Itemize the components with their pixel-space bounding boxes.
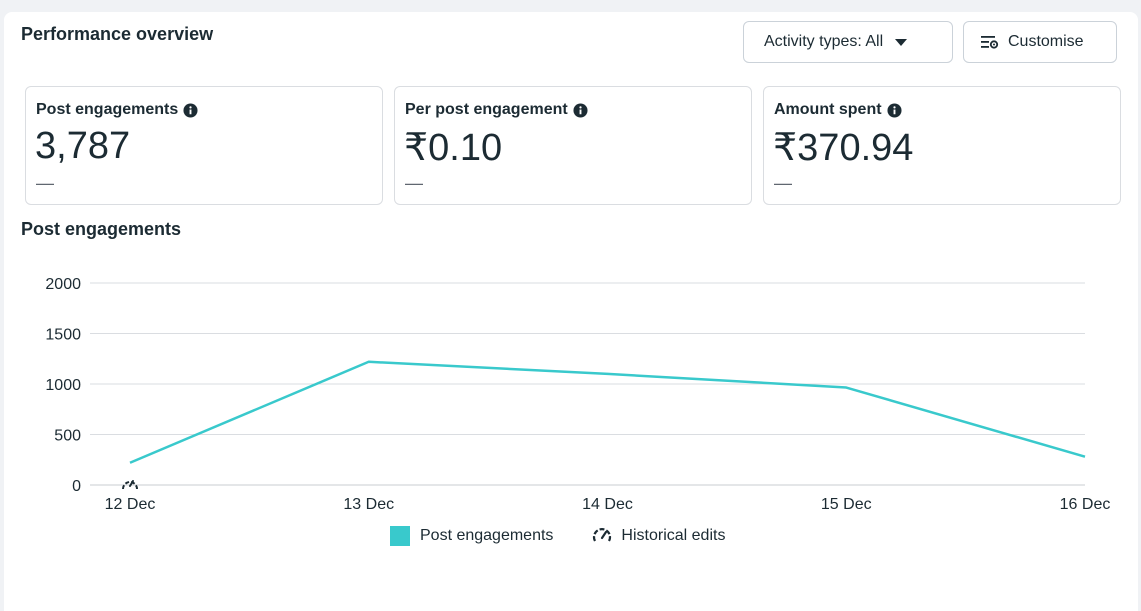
page-title: Performance overview xyxy=(21,24,214,44)
customise-label: Customise xyxy=(1008,33,1084,50)
metric-card-per-post-engagement[interactable]: Per post engagement ₹0.10 — xyxy=(394,86,752,205)
metric-change: — xyxy=(774,173,792,193)
metric-label: Amount spent xyxy=(774,101,882,118)
legend-label-post-engagements: Post engagements xyxy=(420,527,554,544)
metric-value: ₹0.10 xyxy=(404,127,503,169)
historical-edits-icon xyxy=(593,528,612,542)
metric-card-post-engagements[interactable]: Post engagements 3,787 — xyxy=(25,86,383,205)
x-tick-label: 16 Dec xyxy=(1060,496,1111,513)
caret-down-icon xyxy=(895,38,908,46)
metric-label: Per post engagement xyxy=(405,101,568,118)
chart-title: Post engagements xyxy=(21,219,182,239)
y-tick-label: 0 xyxy=(72,478,81,495)
metric-value: ₹370.94 xyxy=(773,127,914,169)
y-tick-label: 2000 xyxy=(45,276,81,293)
info-icon[interactable] xyxy=(573,102,588,118)
customise-icon xyxy=(981,36,999,49)
info-icon[interactable] xyxy=(887,102,902,118)
y-tick-label: 1000 xyxy=(45,377,81,394)
customise-button[interactable]: Customise xyxy=(963,21,1117,63)
x-tick-label: 12 Dec xyxy=(105,496,156,513)
series-line-post-engagements xyxy=(129,360,1086,464)
chart-legend: Post engagements Historical edits xyxy=(390,526,725,546)
x-tick-label: 14 Dec xyxy=(582,496,633,513)
activity-types-dropdown[interactable]: Activity types: All xyxy=(743,21,953,63)
historical-edit-marker-icon xyxy=(122,480,138,490)
metric-change: — xyxy=(405,173,423,193)
metric-label: Post engagements xyxy=(36,101,179,118)
metric-value: 3,787 xyxy=(35,125,131,167)
y-tick-label: 500 xyxy=(54,428,81,445)
metric-change: — xyxy=(36,173,54,193)
x-tick-label: 15 Dec xyxy=(821,496,872,513)
activity-types-label: Activity types: All xyxy=(764,33,884,50)
legend-label-historical-edits: Historical edits xyxy=(621,527,726,544)
legend-swatch-post-engagements xyxy=(390,526,410,546)
x-tick-label: 13 Dec xyxy=(343,496,394,513)
y-tick-label: 1500 xyxy=(45,327,81,344)
info-icon[interactable] xyxy=(183,102,198,118)
metric-card-amount-spent[interactable]: Amount spent ₹370.94 — xyxy=(763,86,1121,205)
